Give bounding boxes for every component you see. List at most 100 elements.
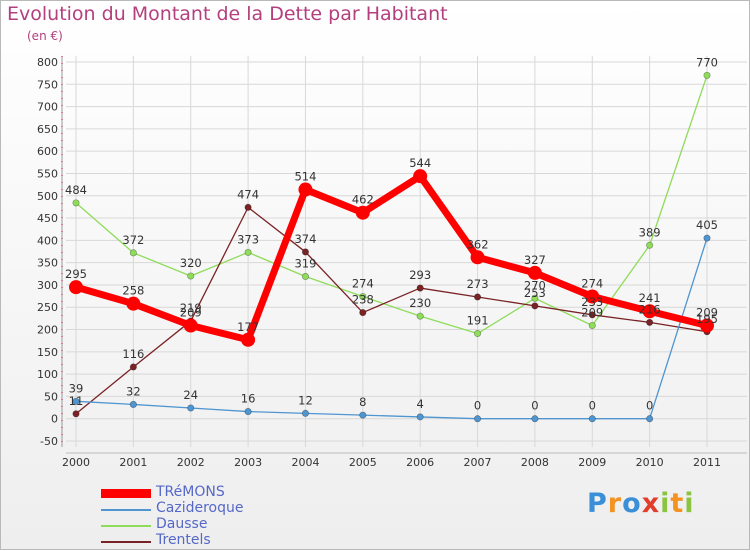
data-label: 241 bbox=[639, 291, 661, 305]
data-label: 274 bbox=[581, 277, 603, 291]
data-point-dausse bbox=[473, 329, 482, 338]
legend-label: Trentels bbox=[156, 532, 211, 548]
x-tick-label: 2003 bbox=[234, 456, 262, 469]
data-point-cazideroque bbox=[244, 408, 252, 416]
data-point-cazideroque bbox=[588, 415, 596, 423]
data-point-trémons bbox=[241, 332, 256, 347]
data-point-dausse bbox=[301, 272, 310, 281]
y-tick-label: 800 bbox=[37, 56, 58, 69]
data-label: 11 bbox=[69, 394, 84, 408]
y-tick-label: -50 bbox=[40, 435, 58, 448]
y-tick-label: 250 bbox=[37, 301, 58, 314]
y-tick-label: 650 bbox=[37, 123, 58, 136]
data-label: 4 bbox=[417, 397, 424, 411]
y-tick-label: 700 bbox=[37, 101, 58, 114]
logo-letter: i bbox=[660, 488, 671, 519]
data-label: 389 bbox=[639, 225, 661, 239]
data-point-dausse bbox=[187, 272, 195, 280]
data-point-trémons bbox=[69, 280, 83, 295]
data-point-cazideroque bbox=[301, 409, 310, 417]
x-tick-label: 2000 bbox=[62, 456, 90, 469]
legend-item: Trentels bbox=[101, 532, 301, 550]
proxiti-logo: Proxiti bbox=[587, 488, 695, 519]
y-tick-label: 450 bbox=[37, 212, 58, 225]
chart-title: Evolution du Montant de la Dette par Hab… bbox=[7, 3, 448, 25]
data-point-trentels bbox=[359, 309, 367, 317]
data-label: 12 bbox=[298, 393, 313, 407]
data-point-dausse bbox=[129, 249, 137, 257]
y-tick-label: 400 bbox=[37, 234, 58, 247]
data-label: 373 bbox=[237, 232, 259, 246]
logo-letter: x bbox=[641, 488, 661, 519]
data-point-trentels bbox=[416, 284, 424, 292]
legend-label: TRéMONS bbox=[156, 484, 225, 500]
series-line-cazideroque bbox=[75, 237, 708, 420]
logo-letter: i bbox=[684, 488, 695, 519]
series-layer bbox=[69, 71, 714, 423]
x-tick-label: 2004 bbox=[291, 456, 319, 469]
data-label: 374 bbox=[294, 232, 316, 246]
data-point-dausse bbox=[588, 321, 596, 330]
legend-label: Cazideroque bbox=[156, 500, 244, 516]
data-label: 230 bbox=[409, 296, 431, 310]
data-label: 209 bbox=[581, 306, 603, 320]
legend-item: TRéMONS bbox=[101, 484, 301, 502]
y-tick-label: 0 bbox=[51, 413, 58, 426]
y-tick-label: 750 bbox=[37, 78, 58, 91]
data-point-trémons bbox=[298, 182, 313, 197]
chart-subtitle: (en €) bbox=[27, 29, 63, 43]
x-tick-label: 2009 bbox=[578, 456, 606, 469]
logo-letter: o bbox=[622, 488, 642, 519]
data-point-trémons bbox=[355, 205, 370, 220]
data-label: 209 bbox=[180, 306, 202, 320]
data-point-trémons bbox=[700, 318, 714, 333]
data-label: 233 bbox=[581, 295, 603, 309]
series-line-dausse bbox=[75, 75, 708, 335]
y-tick-label: 500 bbox=[37, 190, 58, 203]
y-tick-label: 350 bbox=[37, 257, 58, 270]
data-label: 514 bbox=[294, 170, 316, 184]
x-tick-label: 2010 bbox=[636, 456, 664, 469]
y-tick-label: 550 bbox=[37, 167, 58, 180]
data-point-trémons bbox=[642, 304, 657, 319]
data-point-cazideroque bbox=[187, 404, 195, 412]
data-point-cazideroque bbox=[359, 411, 367, 419]
data-point-trémons bbox=[413, 169, 428, 184]
x-tick-label: 2007 bbox=[464, 456, 492, 469]
data-label: 295 bbox=[65, 267, 87, 281]
data-point-dausse bbox=[359, 292, 367, 301]
data-point-cazideroque bbox=[531, 415, 539, 423]
data-label: 320 bbox=[180, 256, 202, 270]
legend-item: Dausse bbox=[101, 516, 301, 534]
y-tick-label: 100 bbox=[37, 368, 58, 381]
data-point-trentels bbox=[588, 311, 596, 319]
data-point-cazideroque bbox=[416, 413, 424, 421]
x-tick-label: 2008 bbox=[521, 456, 549, 469]
data-label: 209 bbox=[696, 306, 718, 320]
data-label: 258 bbox=[122, 284, 144, 298]
data-label: 0 bbox=[646, 399, 653, 413]
data-label: 8 bbox=[359, 395, 366, 409]
data-point-dausse bbox=[244, 248, 252, 256]
legend-swatch bbox=[101, 509, 151, 511]
data-point-trémons bbox=[470, 250, 485, 265]
data-point-trentels bbox=[301, 248, 310, 256]
data-point-dausse bbox=[416, 312, 424, 320]
data-label: 24 bbox=[183, 388, 198, 402]
data-label: 177 bbox=[237, 320, 259, 334]
data-label: 270 bbox=[524, 278, 546, 292]
y-tick-label: 150 bbox=[37, 346, 58, 359]
data-label: 0 bbox=[474, 399, 481, 413]
series-line-trémons bbox=[75, 172, 708, 344]
data-point-trentels bbox=[72, 410, 80, 418]
x-tick-label: 2002 bbox=[177, 456, 205, 469]
data-label: 32 bbox=[126, 384, 141, 398]
data-labels: 4843723203733192742301912702093897701111… bbox=[65, 55, 718, 412]
data-label: 195 bbox=[696, 312, 718, 326]
axes: -500501001502002503003504004505005506006… bbox=[37, 56, 747, 469]
data-label: 116 bbox=[122, 347, 144, 361]
data-label: 770 bbox=[696, 55, 718, 69]
data-label: 191 bbox=[467, 314, 489, 328]
data-label: 372 bbox=[122, 233, 144, 247]
legend-item: Cazideroque bbox=[101, 500, 301, 518]
